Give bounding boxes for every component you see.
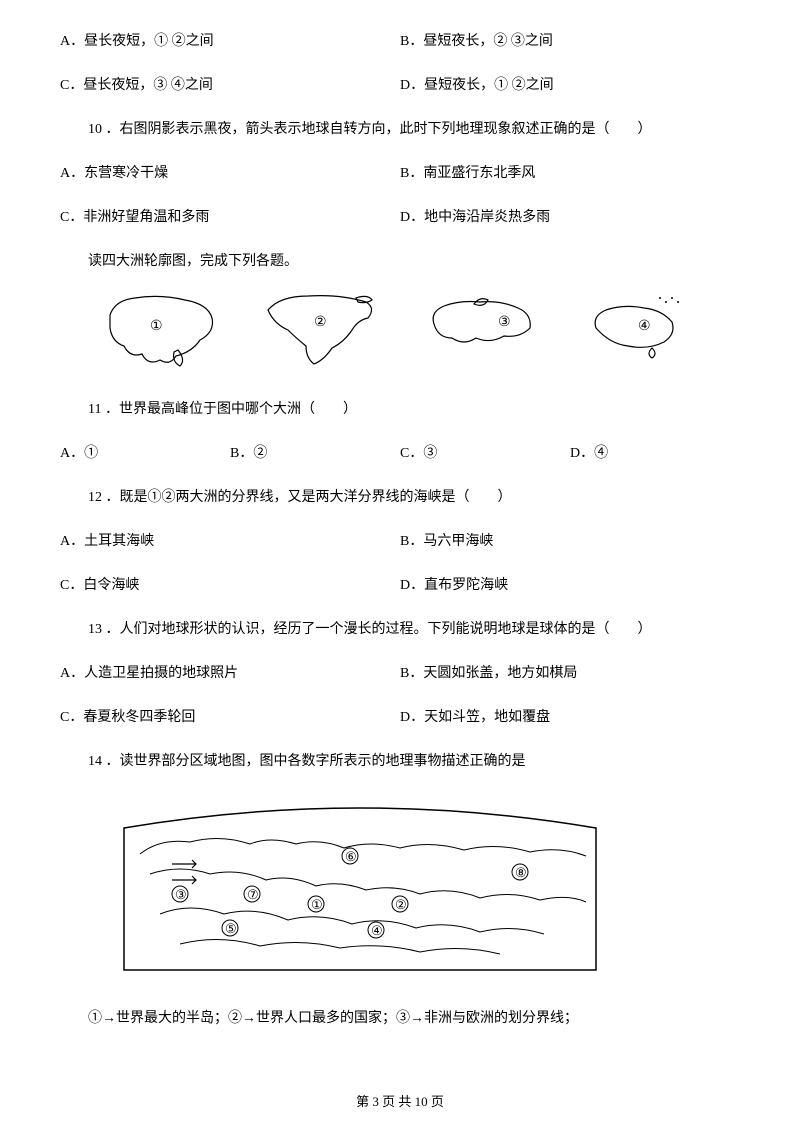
page-footer: 第 3 页 共 10 页: [0, 1091, 800, 1110]
svg-text:⑥: ⑥: [345, 849, 357, 864]
option-d: D．地中海沿岸炎热多雨: [400, 206, 740, 226]
continent-north-america: ②: [260, 290, 380, 370]
option-c: C．白令海峡: [60, 574, 400, 594]
svg-text:③: ③: [175, 887, 187, 902]
continent-label-1: ①: [150, 319, 163, 334]
continents-figure: ① ② ③ ④: [100, 290, 740, 370]
q10-options-row1: A．东营寒冷干燥 B．南亚盛行东北季风: [60, 162, 740, 182]
world-region-map: ① ② ③ ④ ⑤ ⑥ ⑦ ⑧: [120, 794, 740, 979]
question-13: 13 ．人们对地球形状的认识，经历了一个漫长的过程。下列能说明地球是球体的是（ …: [60, 618, 740, 638]
continent-asia: ①: [100, 290, 220, 370]
option-d: D．④: [570, 442, 740, 462]
q12-options-row2: C．白令海峡 D．直布罗陀海峡: [60, 574, 740, 594]
option-c: C．非洲好望角温和多雨: [60, 206, 400, 226]
continent-label-2: ②: [314, 315, 327, 330]
q12-options-row1: A．土耳其海峡 B．马六甲海峡: [60, 530, 740, 550]
continent-label-3: ③: [498, 315, 511, 330]
option-a: A．东营寒冷干燥: [60, 162, 400, 182]
svg-text:⑤: ⑤: [225, 921, 237, 936]
option-d: D．昼短夜长，① ②之间: [400, 74, 740, 94]
option-c: C．昼长夜短，③ ④之间: [60, 74, 400, 94]
question-11: 11 ．世界最高峰位于图中哪个大洲（ ）: [60, 398, 740, 418]
option-a: A．土耳其海峡: [60, 530, 400, 550]
q11-options: A．① B．② C．③ D．④: [60, 442, 740, 462]
continents-prompt: 读四大洲轮廓图，完成下列各题。: [60, 250, 740, 270]
option-b: B．南亚盛行东北季风: [400, 162, 740, 182]
question-12: 12 ．既是①②两大洲的分界线，又是两大洋分界线的海峡是（ ）: [60, 486, 740, 506]
option-b: B．马六甲海峡: [400, 530, 740, 550]
option-b: B．昼短夜长，② ③之间: [400, 30, 740, 50]
option-c: C．③: [400, 442, 570, 462]
q-top-options-row2: C．昼长夜短，③ ④之间 D．昼短夜长，① ②之间: [60, 74, 740, 94]
svg-text:⑧: ⑧: [515, 865, 527, 880]
question-10: 10 ．右图阴影表示黑夜，箭头表示地球自转方向，此时下列地理现象叙述正确的是（ …: [60, 118, 740, 138]
continent-europe: ③: [420, 290, 540, 370]
option-a: A．①: [60, 442, 230, 462]
option-d: D．天如斗笠，地如覆盘: [400, 706, 740, 726]
option-b: B．天圆如张盖，地方如棋局: [400, 662, 740, 682]
q13-options-row1: A．人造卫星拍摄的地球照片 B．天圆如张盖，地方如棋局: [60, 662, 740, 682]
option-d: D．直布罗陀海峡: [400, 574, 740, 594]
svg-text:④: ④: [371, 923, 383, 938]
question-14: 14 ．读世界部分区域地图，图中各数字所表示的地理事物描述正确的是: [60, 750, 740, 770]
svg-text:②: ②: [395, 897, 407, 912]
option-a: A．昼长夜短，① ②之间: [60, 30, 400, 50]
q14-statements: ①→世界最大的半岛；②→世界人口最多的国家；③→非洲与欧洲的划分界线；: [60, 1007, 740, 1027]
svg-text:①: ①: [311, 897, 323, 912]
option-a: A．人造卫星拍摄的地球照片: [60, 662, 400, 682]
continent-australia: ④: [580, 290, 690, 370]
continent-label-4: ④: [638, 319, 651, 334]
option-c: C．春夏秋冬四季轮回: [60, 706, 400, 726]
option-b: B．②: [230, 442, 400, 462]
q10-options-row2: C．非洲好望角温和多雨 D．地中海沿岸炎热多雨: [60, 206, 740, 226]
q13-options-row2: C．春夏秋冬四季轮回 D．天如斗笠，地如覆盘: [60, 706, 740, 726]
svg-text:⑦: ⑦: [247, 887, 259, 902]
q-top-options-row1: A．昼长夜短，① ②之间 B．昼短夜长，② ③之间: [60, 30, 740, 50]
